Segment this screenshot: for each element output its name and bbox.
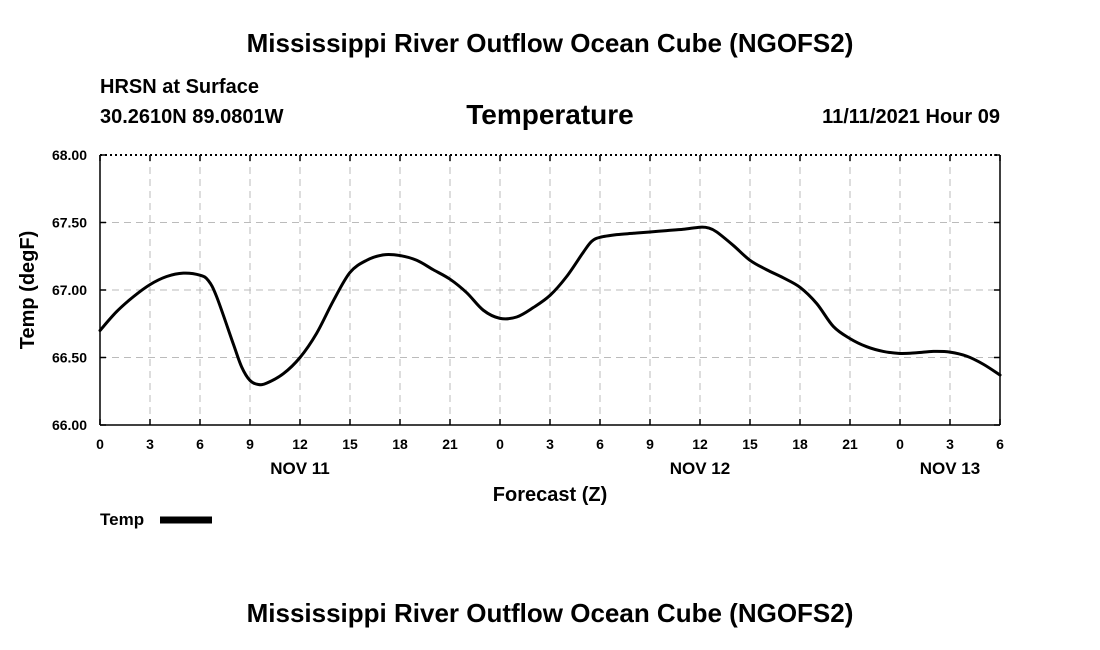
timestamp-label: 11/11/2021 Hour 09 (822, 106, 1000, 128)
x-tick-label: 0 (96, 436, 104, 452)
series-layer (98, 225, 1002, 387)
bottom-title: Mississippi River Outflow Ocean Cube (NG… (246, 598, 854, 628)
x-tick-label: 9 (646, 436, 654, 452)
station-label: HRSN at Surface (100, 76, 259, 98)
x-tick-label: 21 (442, 436, 458, 452)
x-tick-label: 6 (996, 436, 1004, 452)
coordinates-label: 30.2610N 89.0801W (100, 106, 284, 128)
x-tick-label: 12 (292, 436, 308, 452)
main-title: Mississippi River Outflow Ocean Cube (NG… (246, 28, 854, 58)
date-label: NOV 12 (670, 459, 730, 478)
date-label: NOV 13 (920, 459, 980, 478)
series-line-temp (98, 225, 1002, 387)
y-tick-label: 66.00 (52, 417, 87, 433)
legend-label: Temp (100, 510, 144, 529)
x-tick-label: 3 (946, 436, 954, 452)
axes (99, 154, 1001, 426)
x-tick-label: 18 (392, 436, 408, 452)
y-tick-label: 66.50 (52, 350, 87, 366)
grid (100, 155, 1000, 425)
x-tick-label: 12 (692, 436, 708, 452)
legend: Temp (100, 510, 212, 529)
x-tick-label: 18 (792, 436, 808, 452)
x-tick-label: 15 (342, 436, 358, 452)
x-axis-title: Forecast (Z) (493, 484, 607, 506)
chart-title: Temperature (466, 99, 634, 130)
x-tick-label: 6 (596, 436, 604, 452)
x-tick-label: 3 (146, 436, 154, 452)
date-label: NOV 11 (270, 459, 330, 478)
tick-labels: 0 3 6 9 12 15 18 21 0 3 6 9 12 15 18 21 0 3 6 66.00 66.50 67.… (17, 147, 1004, 506)
x-tick-label: 15 (742, 436, 758, 452)
y-axis-title: Temp (degF) (17, 231, 39, 350)
y-tick-label: 67.00 (52, 282, 87, 298)
x-tick-label: 9 (246, 436, 254, 452)
x-tick-label: 6 (196, 436, 204, 452)
x-tick-label: 0 (496, 436, 504, 452)
y-tick-label: 67.50 (52, 215, 87, 231)
y-tick-label: 68.00 (52, 147, 87, 163)
x-tick-label: 0 (896, 436, 904, 452)
x-tick-label: 21 (842, 436, 858, 452)
x-tick-label: 3 (546, 436, 554, 452)
